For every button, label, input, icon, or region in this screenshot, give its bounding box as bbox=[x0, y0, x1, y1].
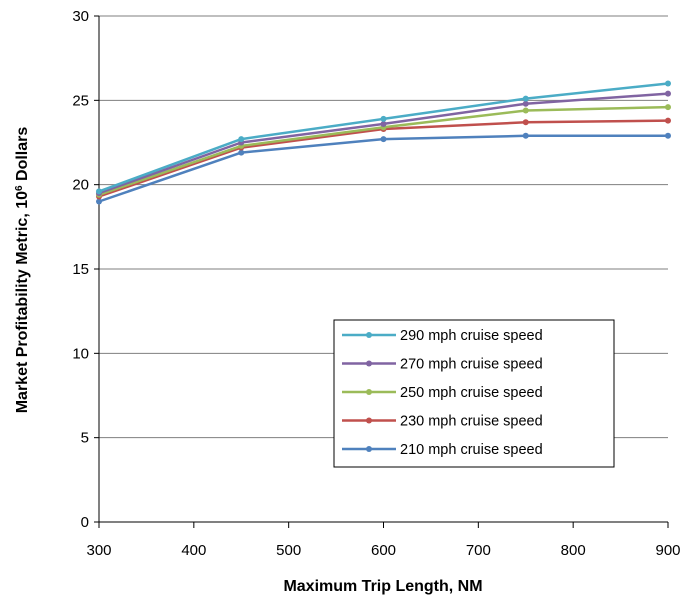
legend-item: 230 mph cruise speed bbox=[342, 414, 543, 430]
x-tick-label: 300 bbox=[86, 542, 111, 559]
series-210-mph bbox=[96, 132, 671, 205]
y-tick-label: 0 bbox=[81, 514, 89, 531]
data-point bbox=[665, 90, 671, 97]
series-270-mph bbox=[96, 90, 671, 197]
data-point bbox=[522, 107, 529, 114]
x-axis-title: Maximum Trip Length, NM bbox=[283, 578, 482, 595]
y-tick-label: 15 bbox=[72, 261, 89, 278]
data-point bbox=[380, 136, 387, 143]
data-point bbox=[665, 117, 671, 124]
legend-label: 270 mph cruise speed bbox=[400, 357, 543, 373]
legend-item: 210 mph cruise speed bbox=[342, 442, 543, 458]
x-tick-label: 800 bbox=[561, 542, 586, 559]
legend-label: 230 mph cruise speed bbox=[400, 414, 543, 430]
legend-label: 210 mph cruise speed bbox=[400, 442, 543, 458]
series-layer bbox=[96, 80, 671, 205]
data-point bbox=[522, 132, 529, 139]
data-point bbox=[96, 198, 102, 205]
y-tick-label: 5 bbox=[81, 430, 89, 447]
x-tick-label: 500 bbox=[276, 542, 301, 559]
legend-box bbox=[333, 319, 615, 468]
legend-label: 250 mph cruise speed bbox=[400, 385, 543, 401]
series-line bbox=[98, 134, 668, 203]
data-point bbox=[96, 188, 102, 195]
legend-item: 270 mph cruise speed bbox=[342, 357, 543, 373]
legend: 290 mph cruise speed 270 mph cruise speed… bbox=[333, 319, 615, 468]
data-point bbox=[522, 95, 529, 102]
series-290-mph bbox=[96, 80, 671, 195]
data-point bbox=[380, 115, 387, 122]
legend-swatch-marker bbox=[366, 417, 372, 424]
tick-labels: 0 5 10 15 20 25 30 300 400 500 600 700 800 900 bbox=[72, 8, 680, 559]
data-point bbox=[665, 104, 671, 111]
legend-swatch-marker bbox=[366, 446, 372, 452]
y-axis-title: Market Profitability Metric, 106 Dollars bbox=[14, 127, 32, 414]
legend-item: 250 mph cruise speed bbox=[342, 385, 543, 401]
x-tick-label: 400 bbox=[181, 542, 206, 559]
y-axis-title-unit: Dollars bbox=[14, 127, 31, 186]
y-axis-title-main: Market Profitability Metric, 10 bbox=[14, 191, 31, 413]
legend-label: 290 mph cruise speed bbox=[400, 328, 543, 344]
data-point bbox=[238, 149, 245, 156]
y-axis-title-exponent: 6 bbox=[14, 185, 25, 191]
y-tick-label: 10 bbox=[72, 345, 89, 362]
x-tick-label: 900 bbox=[655, 542, 680, 559]
y-tick-label: 30 bbox=[72, 8, 89, 25]
data-point bbox=[522, 100, 529, 107]
legend-swatch-marker bbox=[366, 332, 372, 338]
data-point bbox=[380, 120, 387, 127]
data-point bbox=[665, 132, 671, 139]
y-tick-label: 20 bbox=[72, 177, 89, 194]
legend-swatch-marker bbox=[366, 389, 372, 395]
axes bbox=[94, 15, 669, 528]
data-point bbox=[522, 119, 529, 126]
y-tick-label: 25 bbox=[72, 92, 89, 109]
legend-swatch-marker bbox=[366, 360, 372, 367]
x-tick-label: 600 bbox=[371, 542, 396, 559]
data-point bbox=[238, 136, 245, 143]
data-point bbox=[665, 80, 671, 87]
x-tick-label: 700 bbox=[466, 542, 491, 559]
legend-item: 290 mph cruise speed bbox=[342, 328, 543, 344]
